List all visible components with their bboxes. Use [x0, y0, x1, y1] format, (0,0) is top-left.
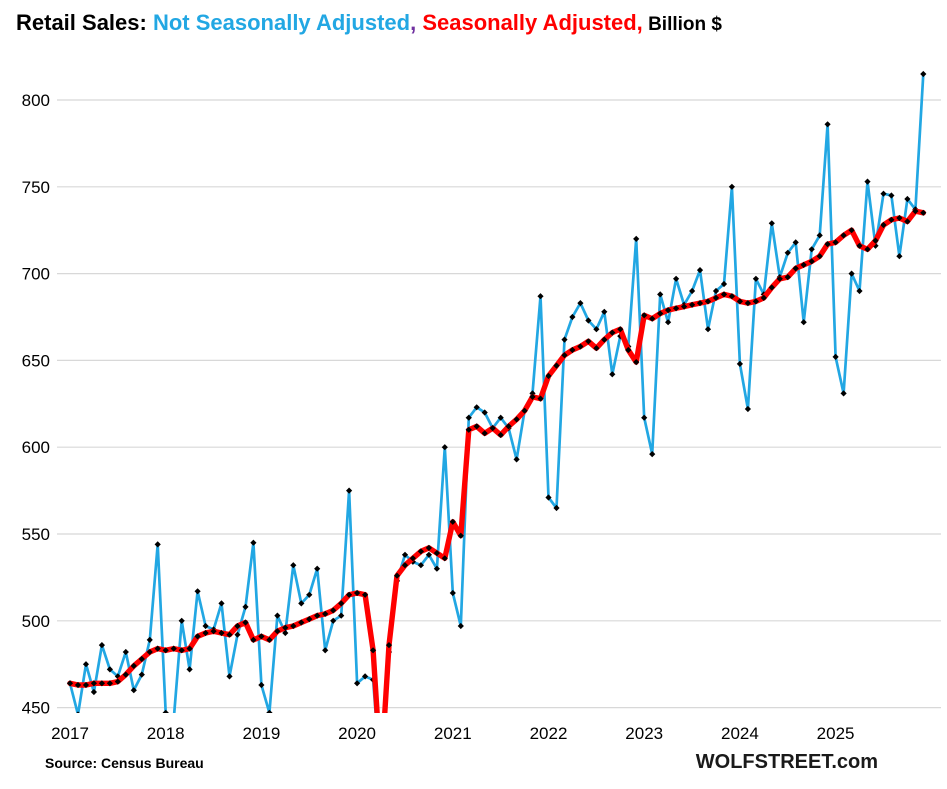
title-separator: , [410, 10, 423, 35]
wolfstreet-watermark: WOLFSTREET.com [695, 751, 878, 773]
y-tick-label: 500 [22, 612, 50, 631]
source-note: Source: Census Bureau [45, 755, 204, 771]
x-tick-label: 2023 [625, 724, 663, 743]
x-tick-label: 2017 [51, 724, 89, 743]
title-prefix: Retail Sales: [16, 10, 153, 35]
title-nsa-legend: Not Seasonally Adjusted [152, 10, 411, 35]
x-tick-label: 2021 [434, 724, 472, 743]
x-tick-label: 2018 [147, 724, 185, 743]
sa-line [66, 208, 927, 713]
x-tick-label: 2024 [721, 724, 759, 743]
x-tick-label: 2019 [242, 724, 280, 743]
x-axis-labels: 2017 2018 2019 2020 2021 2022 2023 2024 2025 [51, 724, 854, 743]
x-tick-label: 2022 [530, 724, 568, 743]
y-axis-labels: 450 500 550 600 650 700 750 800 [22, 91, 50, 718]
y-tick-label: 600 [22, 438, 50, 457]
y-tick-label: 700 [22, 265, 50, 284]
y-tick-label: 550 [22, 525, 50, 544]
y-tick-label: 750 [22, 178, 50, 197]
y-tick-label: 650 [22, 351, 50, 370]
x-tick-label: 2025 [817, 724, 855, 743]
title-units: Billion $ [642, 14, 722, 35]
chart-title: Retail Sales: Not Seasonally Adjusted , … [16, 10, 722, 36]
gridlines [57, 99, 941, 709]
sa-line-markers [66, 208, 927, 689]
x-tick-label: 2020 [338, 724, 376, 743]
y-tick-label: 450 [22, 699, 50, 718]
title-sa-legend: Seasonally Adjusted, [422, 10, 643, 35]
y-tick-label: 800 [22, 91, 50, 110]
plot-area [66, 70, 927, 713]
